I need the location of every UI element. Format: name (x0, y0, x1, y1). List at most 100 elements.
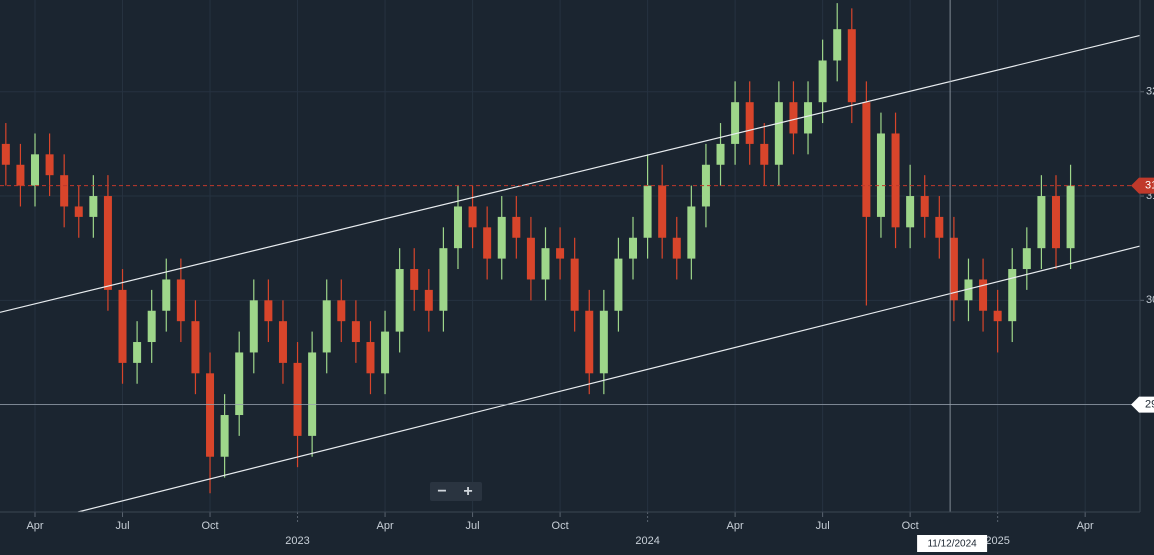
x-tick-label: Oct (201, 520, 218, 532)
candle-body (949, 237, 958, 301)
candle-body (906, 196, 915, 228)
candle-body (920, 196, 929, 217)
zoom-out-button[interactable]: − (437, 483, 446, 500)
candle-body (322, 300, 331, 353)
candle-body (60, 175, 69, 207)
candle-body (993, 310, 1002, 322)
candle-body (716, 143, 725, 165)
zoom-panel (430, 482, 482, 501)
candle-body (672, 237, 681, 259)
candle-body (731, 102, 740, 144)
candle-body (1051, 196, 1060, 249)
candle-body (512, 216, 521, 238)
x-tick-label: 2023 (285, 535, 309, 547)
candle-body (483, 227, 492, 259)
candle-body (1008, 269, 1017, 322)
x-tick-label: Apr (26, 520, 43, 532)
x-tick-label: Jul (466, 520, 480, 532)
candle-body (278, 321, 287, 363)
candle-body (585, 310, 594, 374)
candle-body (453, 206, 462, 249)
candle-body (439, 248, 448, 311)
candle-body (89, 196, 98, 217)
candle-body (643, 185, 652, 238)
candle-body (220, 415, 229, 457)
x-tick-label: Apr (376, 520, 393, 532)
candle-body (162, 279, 171, 311)
candle-body (1037, 196, 1046, 249)
candle-body (410, 269, 419, 290)
x-tick-label: Oct (902, 520, 919, 532)
last-price-label: 31.10 (1145, 180, 1154, 192)
crosshair-y-tag (1131, 396, 1154, 413)
crosshair-x-tag (917, 535, 988, 552)
y-tick-label: 32.00 (1146, 86, 1154, 98)
candle-body (526, 237, 535, 280)
candle-body (351, 321, 360, 343)
candle-body (760, 143, 769, 165)
candle-body (1066, 185, 1075, 249)
zoom-in-button[interactable]: + (463, 483, 472, 500)
candle-body (818, 60, 827, 103)
candle-body (176, 279, 185, 322)
zoom-controls: − + (430, 482, 482, 501)
candle-body (964, 279, 973, 301)
candle-body (876, 133, 885, 217)
candle-body (191, 321, 200, 374)
candle-body (381, 331, 390, 374)
candle-body (395, 269, 404, 332)
candle-body (862, 102, 871, 217)
x-tick-label: Jul (816, 520, 830, 532)
candle-body (745, 102, 754, 144)
last-price-tag (1131, 177, 1154, 194)
x-tick-label: 2025 (985, 535, 1009, 547)
candle-body (16, 164, 25, 186)
x-tick-label: Apr (1077, 520, 1094, 532)
candle-body (614, 258, 623, 311)
candle-body (1022, 248, 1031, 270)
y-tick-label: 31.00 (1146, 190, 1154, 202)
candle-body (891, 133, 900, 228)
crosshair-y-label: 29.00 (1145, 399, 1154, 411)
candle-body (103, 196, 112, 290)
candle-body (147, 310, 156, 343)
candle-body (701, 164, 710, 207)
candle-body (804, 102, 813, 134)
x-tick-label: Jul (115, 520, 129, 532)
candle-body (249, 300, 258, 353)
candle-body (629, 237, 638, 259)
crosshair-x-label: 11/12/2024 (927, 539, 977, 550)
candle-body (497, 216, 506, 259)
candle-body (599, 310, 608, 374)
candle-body (979, 279, 988, 311)
x-tick-label: Apr (727, 520, 744, 532)
candle-body (74, 206, 83, 217)
candle-body (774, 102, 783, 165)
candle-body (133, 342, 142, 363)
candle-body (833, 29, 842, 61)
candle-body (337, 300, 346, 322)
candle-body (308, 352, 317, 436)
y-tick-label: 30.00 (1146, 294, 1154, 306)
candle-body (468, 206, 477, 228)
x-tick-label: 2024 (635, 535, 659, 547)
candle-body (541, 248, 550, 280)
candle-body (424, 289, 433, 311)
candle-body (293, 362, 302, 436)
candle-body (658, 185, 667, 238)
candle-body (206, 373, 215, 457)
candle-body (45, 154, 54, 176)
x-tick-label: Oct (552, 520, 569, 532)
candle-body (264, 300, 273, 322)
trendline (77, 245, 1141, 513)
candle-body (687, 206, 696, 259)
candle-body (118, 289, 127, 363)
candle-body (1, 143, 10, 165)
candle-body (570, 258, 579, 311)
candle-body (235, 352, 244, 416)
candle-body (31, 154, 40, 186)
candle-body (789, 102, 798, 134)
candle-body (935, 216, 944, 238)
candle-body (366, 342, 375, 374)
